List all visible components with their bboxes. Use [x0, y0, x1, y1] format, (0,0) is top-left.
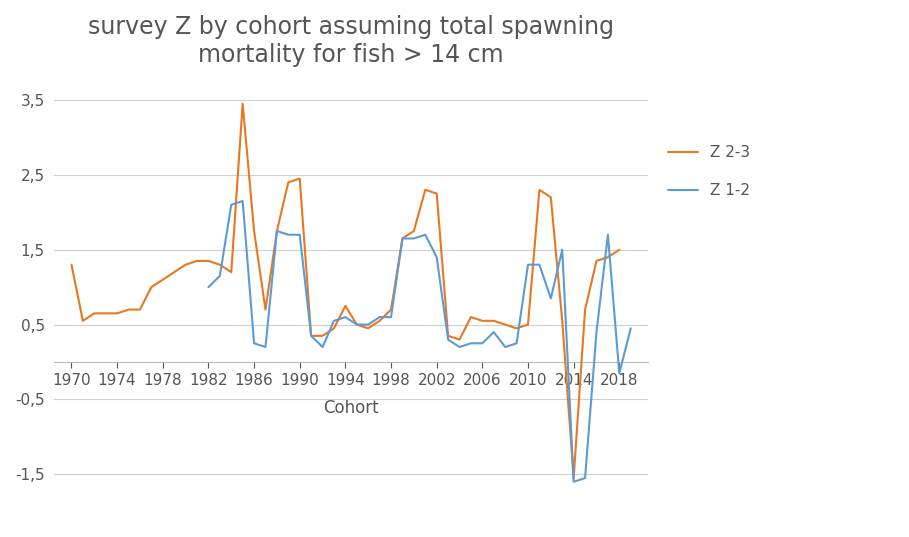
Z 1-2 — [454, 344, 465, 350]
Legend: Z 2-3, Z 1-2: Z 2-3, Z 1-2 — [662, 139, 756, 205]
Z 2-3 — [465, 314, 476, 320]
Z 2-3 — [272, 228, 283, 234]
Z 1-2 — [375, 314, 385, 320]
Z 1-2 — [352, 321, 363, 328]
Z 1-2 — [488, 329, 499, 335]
Z 1-2 — [225, 201, 236, 208]
Z 2-3 — [100, 310, 111, 317]
Z 2-3 — [157, 277, 168, 283]
Z 2-3 — [352, 321, 363, 328]
Z 2-3 — [123, 307, 134, 313]
Z 1-2 — [614, 370, 624, 376]
Z 2-3 — [580, 307, 591, 313]
Z 2-3 — [328, 325, 339, 331]
Z 1-2 — [260, 344, 271, 350]
Z 2-3 — [89, 310, 100, 317]
Z 2-3 — [500, 321, 511, 328]
Z 2-3 — [146, 284, 157, 291]
Z 2-3 — [169, 269, 180, 275]
Z 1-2 — [603, 231, 614, 238]
Z 2-3 — [112, 310, 123, 317]
X-axis label: Cohort: Cohort — [324, 399, 379, 417]
Z 2-3 — [260, 307, 271, 313]
Z 2-3 — [477, 317, 488, 324]
Z 2-3 — [488, 317, 499, 324]
Z 1-2 — [443, 336, 454, 343]
Z 1-2 — [431, 254, 442, 260]
Z 1-2 — [500, 344, 511, 350]
Z 1-2 — [340, 314, 351, 320]
Z 2-3 — [317, 332, 328, 339]
Z 2-3 — [454, 336, 465, 343]
Z 1-2 — [477, 340, 488, 346]
Z 1-2 — [295, 231, 305, 238]
Z 2-3 — [511, 325, 522, 331]
Z 1-2 — [397, 235, 408, 242]
Z 1-2 — [534, 262, 544, 268]
Z 2-3 — [283, 179, 294, 186]
Z 1-2 — [523, 262, 534, 268]
Z 1-2 — [545, 295, 556, 302]
Z 1-2 — [420, 231, 431, 238]
Z 2-3 — [603, 254, 614, 260]
Z 2-3 — [385, 307, 396, 313]
Z 2-3 — [614, 246, 624, 253]
Z 2-3 — [237, 100, 248, 107]
Z 1-2 — [272, 228, 283, 234]
Z 1-2 — [283, 231, 294, 238]
Z 2-3 — [568, 475, 579, 481]
Title: survey Z by cohort assuming total spawning
mortality for fish > 14 cm: survey Z by cohort assuming total spawni… — [88, 15, 614, 67]
Z 2-3 — [77, 317, 88, 324]
Z 1-2 — [215, 273, 225, 279]
Z 2-3 — [135, 307, 145, 313]
Z 2-3 — [66, 262, 77, 268]
Z 2-3 — [249, 228, 260, 234]
Z 2-3 — [192, 258, 203, 264]
Z 2-3 — [534, 186, 544, 193]
Z 2-3 — [340, 303, 351, 309]
Z 2-3 — [203, 258, 214, 264]
Line: Z 2-3: Z 2-3 — [72, 104, 619, 478]
Z 2-3 — [295, 176, 305, 182]
Z 1-2 — [203, 284, 214, 291]
Z 1-2 — [591, 329, 602, 335]
Z 2-3 — [557, 317, 568, 324]
Z 1-2 — [511, 340, 522, 346]
Z 2-3 — [591, 258, 602, 264]
Z 2-3 — [408, 228, 419, 234]
Z 1-2 — [408, 235, 419, 242]
Z 1-2 — [568, 478, 579, 485]
Z 2-3 — [397, 235, 408, 242]
Z 1-2 — [317, 344, 328, 350]
Z 2-3 — [180, 262, 191, 268]
Z 2-3 — [443, 332, 454, 339]
Z 2-3 — [431, 190, 442, 197]
Z 2-3 — [523, 321, 534, 328]
Z 2-3 — [375, 317, 385, 324]
Z 1-2 — [305, 332, 316, 339]
Z 2-3 — [363, 325, 374, 331]
Z 1-2 — [249, 340, 260, 346]
Z 1-2 — [385, 314, 396, 320]
Z 1-2 — [465, 340, 476, 346]
Z 1-2 — [363, 321, 374, 328]
Z 2-3 — [545, 194, 556, 200]
Line: Z 1-2: Z 1-2 — [208, 201, 631, 482]
Z 2-3 — [225, 269, 236, 275]
Z 2-3 — [420, 186, 431, 193]
Z 2-3 — [305, 332, 316, 339]
Z 2-3 — [215, 262, 225, 268]
Z 1-2 — [557, 246, 568, 253]
Z 1-2 — [625, 325, 636, 331]
Z 1-2 — [328, 317, 339, 324]
Z 1-2 — [237, 198, 248, 204]
Z 1-2 — [580, 475, 591, 481]
